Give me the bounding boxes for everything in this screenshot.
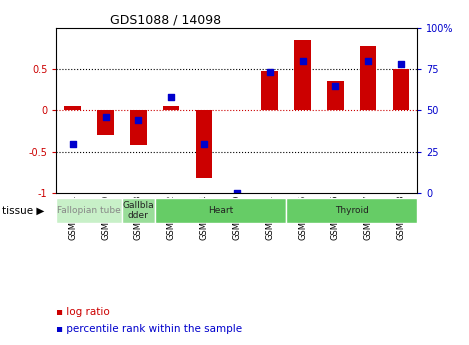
- Bar: [64, 106, 81, 110]
- Bar: [163, 106, 179, 110]
- Text: Fallopian tube: Fallopian tube: [57, 206, 121, 215]
- Point: [69, 141, 76, 146]
- Point: [167, 95, 175, 100]
- Point: [102, 114, 109, 120]
- Point: [299, 58, 306, 63]
- Bar: [155, 198, 286, 223]
- Point: [266, 70, 273, 75]
- Text: ▪ percentile rank within the sample: ▪ percentile rank within the sample: [56, 325, 242, 334]
- Text: Gallbla
dder: Gallbla dder: [122, 201, 154, 220]
- Bar: [56, 198, 122, 223]
- Text: Heart: Heart: [208, 206, 233, 215]
- Bar: [261, 71, 278, 110]
- Bar: [97, 110, 113, 135]
- Bar: [327, 81, 343, 110]
- Point: [200, 141, 208, 146]
- Bar: [122, 198, 155, 223]
- Bar: [286, 198, 417, 223]
- Bar: [393, 69, 409, 110]
- Text: GDS1088 / 14098: GDS1088 / 14098: [110, 13, 221, 27]
- Text: tissue ▶: tissue ▶: [2, 206, 45, 215]
- Point: [233, 190, 241, 196]
- Point: [135, 118, 142, 123]
- Bar: [196, 110, 212, 178]
- Bar: [130, 110, 146, 145]
- Text: ▪ log ratio: ▪ log ratio: [56, 307, 110, 317]
- Point: [364, 58, 372, 63]
- Text: Thyroid: Thyroid: [335, 206, 369, 215]
- Point: [397, 61, 405, 67]
- Bar: [294, 40, 310, 110]
- Point: [332, 83, 339, 88]
- Bar: [360, 46, 376, 110]
